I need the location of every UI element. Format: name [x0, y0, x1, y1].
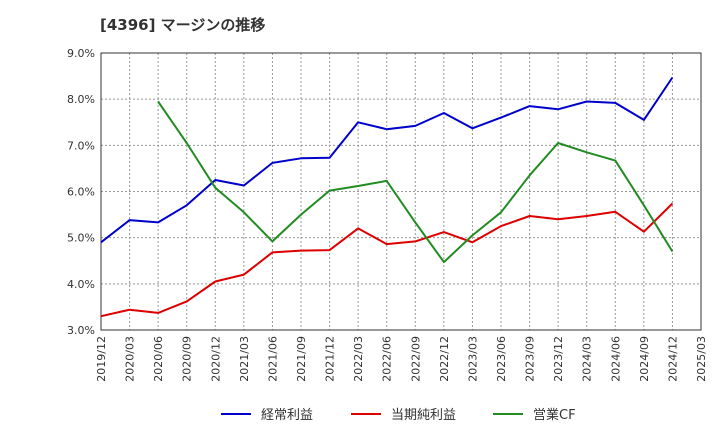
y-tick-label: 4.0%	[67, 278, 95, 291]
x-tick-label: 2020/06	[152, 336, 165, 382]
x-tick-label: 2019/12	[95, 336, 108, 382]
x-tick-label: 2025/03	[695, 336, 708, 382]
y-tick-label: 3.0%	[67, 324, 95, 337]
x-tick-label: 2024/03	[581, 336, 594, 382]
x-tick-label: 2020/12	[209, 336, 222, 382]
y-tick-label: 9.0%	[67, 47, 95, 60]
y-tick-label: 8.0%	[67, 93, 95, 106]
x-tick-label: 2022/06	[381, 336, 394, 382]
x-tick-label: 2021/03	[238, 336, 251, 382]
series-line-3	[157, 100, 674, 264]
x-tick-label: 2023/03	[466, 336, 479, 382]
legend-label: 経常利益	[261, 408, 313, 423]
y-tick-label: 7.0%	[67, 139, 95, 152]
x-tick-label: 2023/12	[552, 336, 565, 382]
x-tick-label: 2020/09	[181, 336, 194, 382]
x-tick-label: 2024/06	[609, 336, 622, 382]
plot-frame	[100, 52, 702, 331]
x-tick-label: 2024/12	[666, 336, 679, 382]
x-tick-label: 2023/09	[524, 336, 537, 382]
x-tick-label: 2021/06	[266, 336, 279, 382]
y-tick-label: 6.0%	[67, 186, 95, 199]
series-line-2	[100, 202, 674, 318]
legend-label: 営業CF	[533, 407, 576, 423]
x-tick-label: 2021/12	[324, 336, 337, 382]
x-tick-label: 2021/09	[295, 336, 308, 382]
series-line-1	[100, 76, 674, 244]
chart-title: [4396] マージンの推移	[100, 16, 266, 34]
x-tick-label: 2024/09	[638, 336, 651, 382]
x-tick-label: 2020/03	[124, 336, 137, 382]
x-tick-label: 2022/12	[438, 336, 451, 382]
y-tick-label: 5.0%	[67, 232, 95, 245]
x-tick-label: 2022/03	[352, 336, 365, 382]
legend-label: 当期純利益	[391, 408, 456, 423]
x-tick-label: 2023/06	[495, 336, 508, 382]
x-tick-label: 2022/09	[409, 336, 422, 382]
